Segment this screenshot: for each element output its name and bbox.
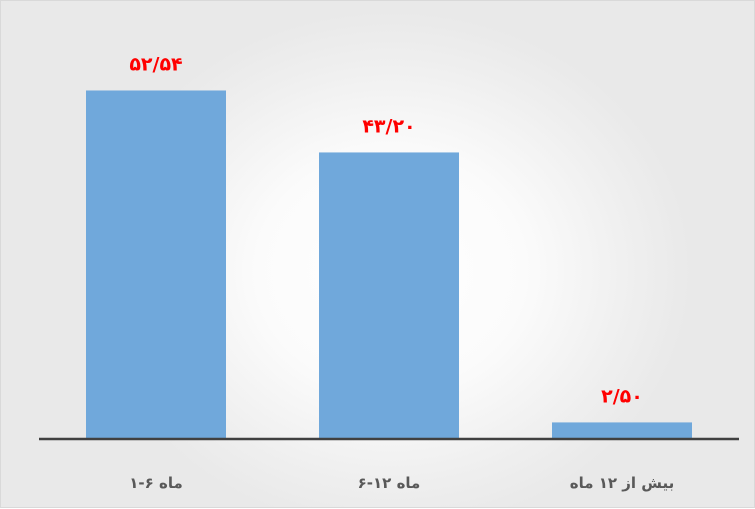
category-label-1: ۱-۶ ماه xyxy=(129,474,183,492)
data-label-3: ۲/۵۰ xyxy=(601,385,643,407)
data-label-1: ۵۲/۵۴ xyxy=(129,53,182,75)
category-label-3: بیش از ۱۲ ماه xyxy=(570,474,675,492)
bar-1 xyxy=(86,90,226,439)
category-label-2: ۶-۱۲ ماه xyxy=(358,474,421,492)
bar-2 xyxy=(319,152,459,439)
bars-group xyxy=(86,90,692,439)
data-label-2: ۴۳/۲۰ xyxy=(362,115,415,137)
data-labels-group: ۵۲/۵۴ ۴۳/۲۰ ۲/۵۰ xyxy=(129,53,643,407)
bar-3 xyxy=(552,422,692,439)
category-labels-group: ۱-۶ ماه ۶-۱۲ ماه بیش از ۱۲ ماه xyxy=(129,474,674,492)
